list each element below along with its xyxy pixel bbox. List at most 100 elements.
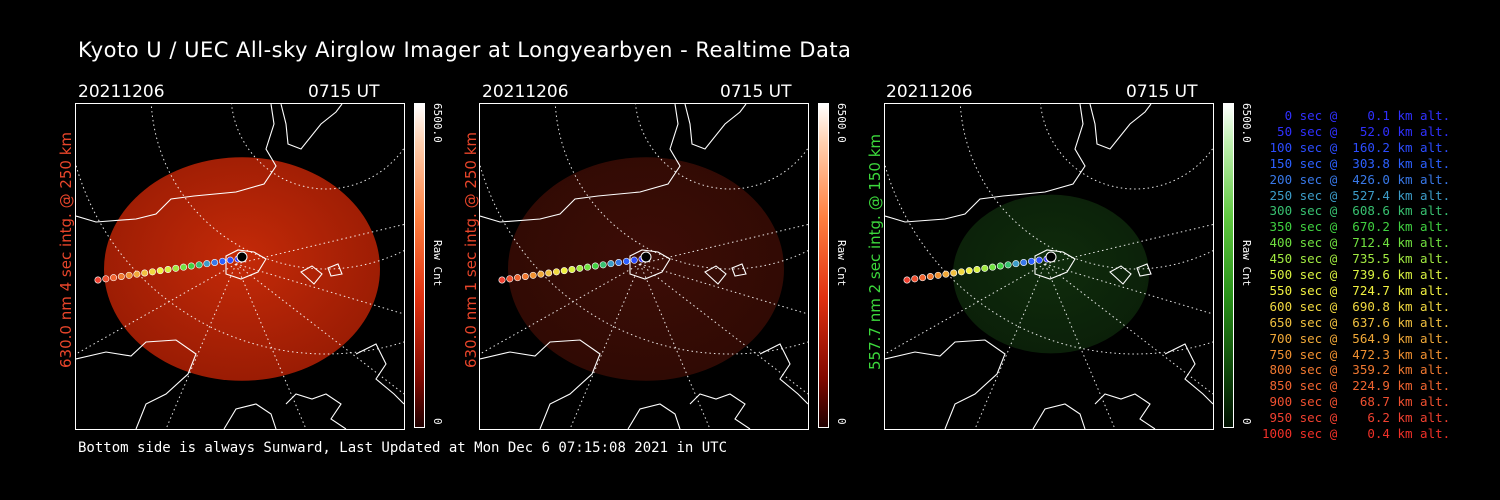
panel-time: 0715 UT — [720, 82, 792, 102]
legend-row: 1000 sec @ 0.4 km alt. — [1262, 426, 1451, 441]
trajectory-dot — [537, 270, 545, 278]
legend-row: 200 sec @ 426.0 km alt. — [1262, 171, 1451, 187]
trajectory-dot — [591, 262, 599, 270]
legend-row: 350 sec @ 670.2 km alt. — [1262, 219, 1451, 235]
legend-row: 700 sec @ 564.9 km alt. — [1262, 330, 1451, 346]
trajectory-dot — [996, 262, 1004, 270]
airglow-disk — [953, 194, 1149, 354]
allsky-image-5577-2s — [884, 103, 1214, 430]
trajectory-dot — [568, 266, 576, 274]
panel-side-label: 630.0 nm 1 sec intg. @ 250 km — [462, 131, 480, 368]
trajectory-dot — [133, 270, 141, 278]
legend-row: 550 sec @ 724.7 km alt. — [1262, 282, 1451, 298]
trajectory-dot — [584, 263, 592, 271]
trajectory-dot — [498, 276, 506, 284]
trajectory-dot — [514, 274, 522, 282]
trajectory-dot — [926, 273, 934, 281]
trajectory-dot — [1020, 259, 1028, 267]
panel-date: 20211206 — [886, 82, 973, 102]
colorbar-min: 0 — [431, 418, 444, 425]
trajectory-dot — [148, 268, 156, 276]
trajectory-dot — [934, 271, 942, 279]
trajectory-dot — [560, 267, 568, 275]
legend-row: 900 sec @ 68.7 km alt. — [1262, 394, 1451, 410]
panel-side-label: 630.0 nm 4 sec intg. @ 250 km — [57, 131, 75, 368]
trajectory-dot — [965, 267, 973, 275]
trajectory-dot — [195, 261, 203, 269]
trajectory-dot — [981, 264, 989, 272]
allsky-image-630-1s — [479, 103, 809, 430]
trajectory-dot — [226, 256, 234, 264]
trajectory-dot — [919, 274, 927, 282]
panel-time: 0715 UT — [308, 82, 380, 102]
trajectory-dot — [506, 275, 514, 283]
trajectory-dot — [942, 270, 950, 278]
trajectory-dot — [989, 263, 997, 271]
trajectory-dot — [529, 271, 537, 279]
trajectory-dot — [141, 269, 149, 277]
trajectory-dot — [622, 257, 630, 265]
trajectory-dot — [607, 260, 615, 268]
trajectory-dot — [950, 269, 958, 277]
trajectory-dot — [211, 259, 219, 267]
colorbar-min: 0 — [1240, 418, 1253, 425]
page-title: Kyoto U / UEC All-sky Airglow Imager at … — [78, 38, 852, 62]
launch-site-marker — [236, 251, 248, 263]
legend-row: 850 sec @ 224.9 km alt. — [1262, 378, 1451, 394]
legend-row: 0 sec @ 0.1 km alt. — [1262, 108, 1451, 123]
colorbar-min: 0 — [835, 418, 848, 425]
legend-row: 650 sec @ 637.6 km alt. — [1262, 314, 1451, 330]
trajectory-dot — [94, 276, 102, 284]
trajectory-dot — [957, 268, 965, 276]
colorbar-green — [1223, 103, 1234, 428]
trajectory-dot — [1004, 261, 1012, 269]
trajectory-dot — [125, 271, 133, 279]
airglow-disk — [104, 157, 380, 381]
panel-side-label: 557.7 nm 2 sec intg. @ 150 km — [866, 133, 884, 370]
trajectory-dot — [545, 269, 553, 277]
legend-row: 100 sec @ 160.2 km alt. — [1262, 139, 1451, 155]
allsky-image-630-4s — [75, 103, 405, 430]
colorbar-max: 6500.0 — [1240, 103, 1253, 143]
trajectory-dot — [576, 264, 584, 272]
legend-row: 800 sec @ 359.2 km alt. — [1262, 362, 1451, 378]
legend-row: 150 sec @ 303.8 km alt. — [1262, 155, 1451, 171]
airglow-disk — [508, 157, 784, 381]
trajectory-dot — [102, 275, 110, 283]
footer-status: Bottom side is always Sunward, Last Upda… — [78, 440, 728, 456]
trajectory-dot — [187, 262, 195, 270]
colorbar-red — [818, 103, 829, 428]
colorbar-max: 6500.0 — [431, 103, 444, 143]
colorbar-unit: Raw Cnt — [1240, 240, 1253, 287]
trajectory-dot — [1012, 260, 1020, 268]
trajectory-dot — [1035, 256, 1043, 264]
trajectory-dot — [117, 273, 125, 281]
legend-row: 250 sec @ 527.4 km alt. — [1262, 187, 1451, 203]
colorbar-red — [414, 103, 425, 428]
panel-time: 0715 UT — [1126, 82, 1198, 102]
panel-date: 20211206 — [78, 82, 165, 102]
trajectory-dot — [156, 267, 164, 275]
legend-row: 600 sec @ 690.8 km alt. — [1262, 298, 1451, 314]
trajectory-dot — [615, 259, 623, 267]
legend-row: 450 sec @ 735.5 km alt. — [1262, 251, 1451, 267]
trajectory-dot — [630, 256, 638, 264]
colorbar-max: 6500.0 — [835, 103, 848, 143]
legend-row: 50 sec @ 52.0 km alt. — [1262, 123, 1451, 139]
trajectory-dot — [203, 260, 211, 268]
trajectory-dot — [521, 273, 529, 281]
trajectory-dot — [180, 263, 188, 271]
panel-date: 20211206 — [482, 82, 569, 102]
launch-site-marker — [640, 251, 652, 263]
trajectory-dot — [552, 268, 560, 276]
colorbar-unit: Raw Cnt — [431, 240, 444, 287]
trajectory-dot — [218, 257, 226, 265]
trajectory-dot — [973, 266, 981, 274]
legend-row: 750 sec @ 472.3 km alt. — [1262, 346, 1451, 362]
trajectory-dot — [599, 261, 607, 269]
launch-site-marker — [1045, 251, 1057, 263]
trajectory-dot — [911, 275, 919, 283]
legend-row: 500 sec @ 739.6 km alt. — [1262, 267, 1451, 282]
legend-row: 300 sec @ 608.6 km alt. — [1262, 203, 1451, 219]
trajectory-dot — [164, 266, 172, 274]
